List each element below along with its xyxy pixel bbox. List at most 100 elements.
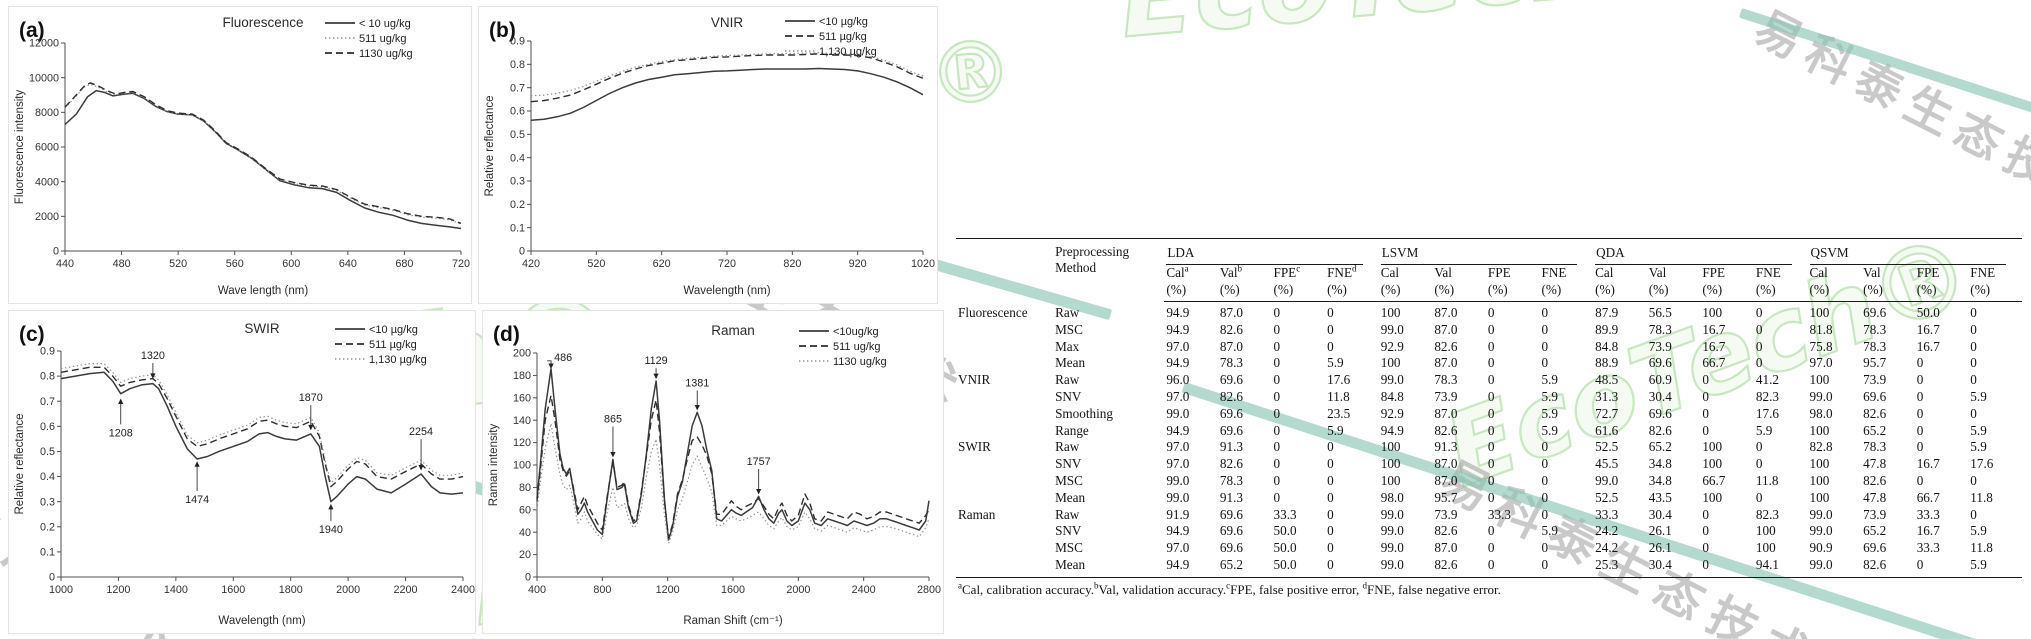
value-cell: 75.8	[1809, 338, 1833, 354]
y-tick-label: 0.6	[40, 421, 55, 433]
annotation-arrowhead	[194, 461, 200, 467]
value-cell: 0	[1755, 439, 1763, 455]
annotation-label: 2254	[409, 426, 433, 438]
value-cell: 99.0	[1809, 506, 1833, 522]
x-tick-label: 720	[452, 258, 470, 270]
value-cell: 90.9	[1809, 540, 1833, 556]
annotation-label: 1940	[319, 524, 343, 536]
modality-cell	[956, 473, 1053, 490]
value-cell: 50.0	[1273, 540, 1297, 556]
value-cell: 0	[1487, 405, 1495, 421]
value-cell: 73.9	[1648, 338, 1672, 354]
table-row: SNV 97.0 82.6 0 0 100 87.0 0 0 45.5 34.8 100 0 100 47.…	[956, 456, 2022, 473]
y-tick-label: 0.5	[40, 446, 55, 458]
value-cell: 97.0	[1166, 540, 1190, 556]
value-cell: 0	[1273, 472, 1281, 488]
value-cell: 0	[1273, 388, 1281, 404]
sub-header-qda-fpe: FPE (%)	[1700, 265, 1754, 302]
value-cell: 100	[1380, 305, 1401, 320]
value-cell: 66.7	[1702, 355, 1726, 371]
value-cell: 0	[1487, 388, 1495, 404]
table-row: SNV 97.0 82.6 0 11.8 84.8 73.9 0 5.9 31.3 30.4 0 82.…	[956, 389, 2022, 406]
y-tick-label: 0.5	[510, 129, 525, 141]
y-tick-label: 20	[519, 549, 531, 561]
value-cell: 11.8	[1327, 388, 1350, 404]
results-table: Preprocessing Method LDA LSVM QDA QSVM Cala (%)…	[956, 238, 2022, 578]
group-header-qsvm: QSVM	[1807, 238, 2022, 265]
value-cell: 65.2	[1648, 439, 1672, 455]
value-cell: 97.0	[1166, 388, 1190, 404]
value-cell: 0	[1755, 489, 1763, 505]
value-cell: 84.8	[1380, 388, 1404, 404]
value-cell: 82.6	[1434, 422, 1458, 438]
value-cell: 89.9	[1595, 321, 1619, 337]
modality-cell	[956, 406, 1053, 423]
value-cell: 100	[1809, 305, 1830, 320]
annotation-arrowhead	[150, 373, 156, 379]
value-cell: 5.9	[1327, 355, 1344, 371]
value-cell: 91.3	[1219, 439, 1243, 455]
value-cell: 99.0	[1809, 523, 1833, 539]
value-cell: 69.6	[1863, 388, 1887, 404]
y-tick-label: 0.1	[510, 222, 525, 234]
value-cell: 100	[1809, 489, 1830, 505]
x-tick-label: 920	[849, 258, 867, 270]
value-cell: 0	[1702, 422, 1709, 438]
annotation-label: 486	[554, 352, 572, 364]
y-tick-label: 0.1	[40, 546, 55, 558]
value-cell: 47.8	[1863, 489, 1887, 505]
value-cell: 78.3	[1863, 439, 1887, 455]
value-cell: 95.7	[1863, 355, 1887, 371]
value-cell: 0	[1273, 489, 1281, 505]
x-tick-label: 560	[226, 258, 244, 270]
value-cell: 82.3	[1755, 506, 1779, 522]
value-cell: 5.9	[1541, 405, 1558, 421]
y-tick-label: 0.3	[40, 496, 55, 508]
value-cell: 98.0	[1809, 405, 1833, 421]
value-cell: 0	[1755, 338, 1763, 354]
method-cell: Mean	[1053, 556, 1165, 578]
value-cell: 0	[1487, 523, 1495, 539]
value-cell: 82.6	[1219, 321, 1243, 337]
x-tick-label: 600	[282, 258, 300, 270]
value-cell: 0	[1487, 372, 1495, 388]
panel-label-d: (d)	[493, 323, 520, 346]
series-d-2	[536, 422, 930, 544]
method-column-header: Preprocessing Method	[1053, 238, 1165, 302]
legend-label: 1,130 µg/kg	[819, 46, 877, 58]
value-cell: 84.8	[1595, 338, 1619, 354]
y-axis-label: Relative reflectance	[14, 414, 26, 515]
value-cell: 48.5	[1595, 372, 1619, 388]
watermark-ecotech-top-right: EcoTech®	[1114, 0, 1719, 64]
value-cell: 5.9	[1968, 556, 2022, 578]
sub-header-lsvm-fne: FNE (%)	[1539, 265, 1594, 302]
y-axis-label: Raman intensity	[488, 424, 500, 507]
value-cell: 94.9	[1166, 355, 1190, 371]
y-tick-label: 100	[513, 460, 531, 472]
x-tick-label: 820	[783, 258, 801, 270]
value-cell: 99.0	[1166, 489, 1190, 505]
value-cell: 5.9	[1970, 439, 1987, 455]
value-cell: 97.0	[1166, 439, 1190, 455]
value-cell: 0	[1487, 489, 1495, 505]
value-cell: 26.1	[1648, 523, 1672, 539]
table-row: SWIR Raw 97.0 91.3 0 0 100 91.3 0 0 52.5 65.2 100 0 82…	[956, 439, 2022, 456]
table-row: Mean 94.9 65.2 50.0 0 99.0 82.6 0 0 25.3 30.4 0 94.1…	[956, 556, 2022, 578]
annotation-label: 1757	[747, 456, 771, 468]
value-cell: 0	[1327, 540, 1334, 556]
y-tick-label: 0.9	[40, 346, 55, 358]
value-cell: 34.8	[1648, 472, 1672, 488]
y-tick-label: 160	[513, 392, 531, 404]
sub-header-qsvm-val: Val (%)	[1861, 265, 1915, 302]
value-cell: 16.7	[1702, 338, 1726, 354]
value-cell: 0	[1273, 405, 1281, 421]
value-cell: 73.9	[1434, 388, 1458, 404]
y-tick-label: 120	[513, 437, 531, 449]
chart-title-d: Raman	[711, 323, 755, 338]
value-cell: 72.7	[1595, 405, 1619, 421]
value-cell: 78.3	[1219, 472, 1243, 488]
value-cell: 16.7	[1916, 456, 1940, 472]
value-cell: 0	[1702, 388, 1709, 404]
value-cell: 69.6	[1219, 422, 1243, 438]
value-cell: 100	[1809, 472, 1830, 488]
